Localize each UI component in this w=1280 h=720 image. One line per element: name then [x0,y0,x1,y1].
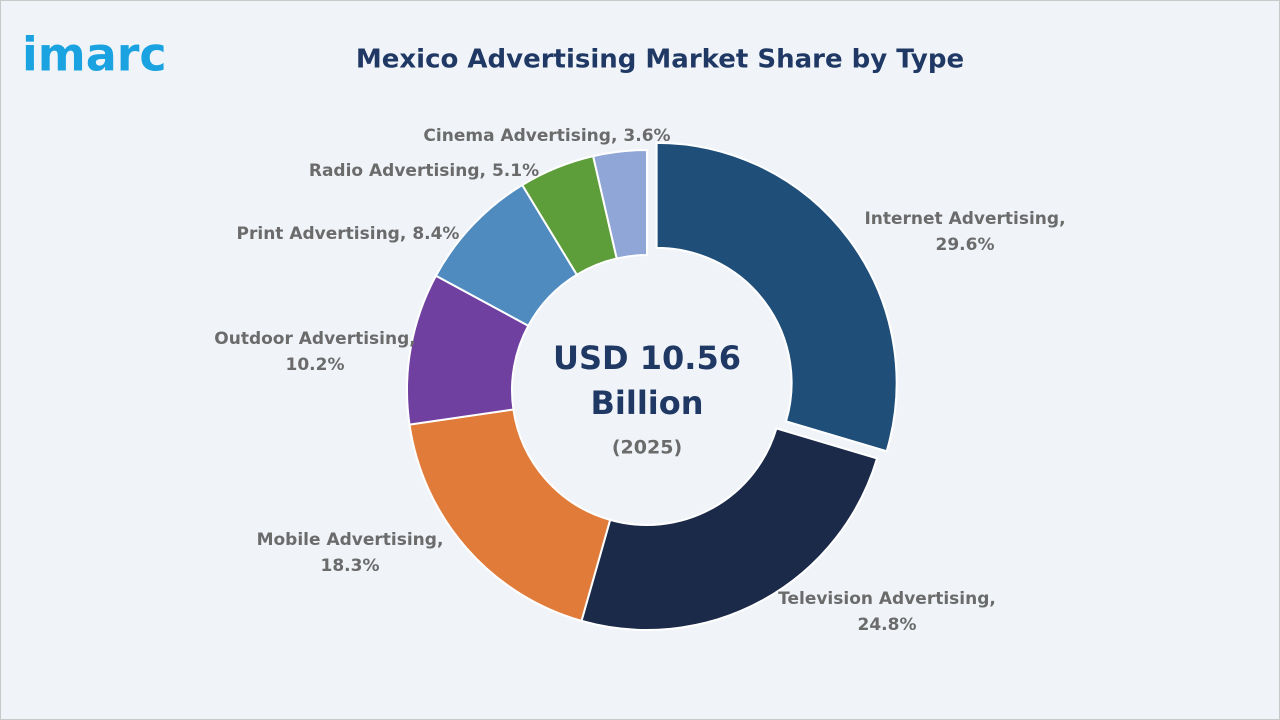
value-label: 8.4% [412,224,459,244]
category-text: Cinema Advertising, [423,126,617,146]
donut-slice [655,141,898,453]
chart-title: Mexico Advertising Market Share by Type [356,45,964,75]
value-label: 24.8% [858,615,917,635]
slice-label: Radio Advertising, 5.1% [309,161,539,181]
logo: imarc [22,28,167,82]
donut-slice [408,408,612,623]
value-label: 3.6% [623,126,670,146]
slice-label: Mobile Advertising, [257,530,444,550]
category-text: Radio Advertising, [309,161,486,181]
slice-label: Outdoor Advertising, [214,329,415,349]
donut-slice [580,427,879,631]
value-label: 18.3% [321,556,380,576]
value-label: 5.1% [492,161,539,181]
slice-label: Cinema Advertising, 3.6% [423,126,670,146]
center-sublabel: (2025) [612,437,682,459]
category-text: Print Advertising, [237,224,407,244]
center-label: Billion [590,384,703,422]
value-label: 10.2% [286,355,345,375]
slice-label: Print Advertising, 8.4% [237,224,460,244]
slice-label: Internet Advertising, [864,209,1065,229]
value-label: 29.6% [936,235,995,255]
center-label: USD 10.56 [553,339,741,377]
slice-label: Television Advertising, [778,589,996,609]
donut-slice [591,148,648,260]
